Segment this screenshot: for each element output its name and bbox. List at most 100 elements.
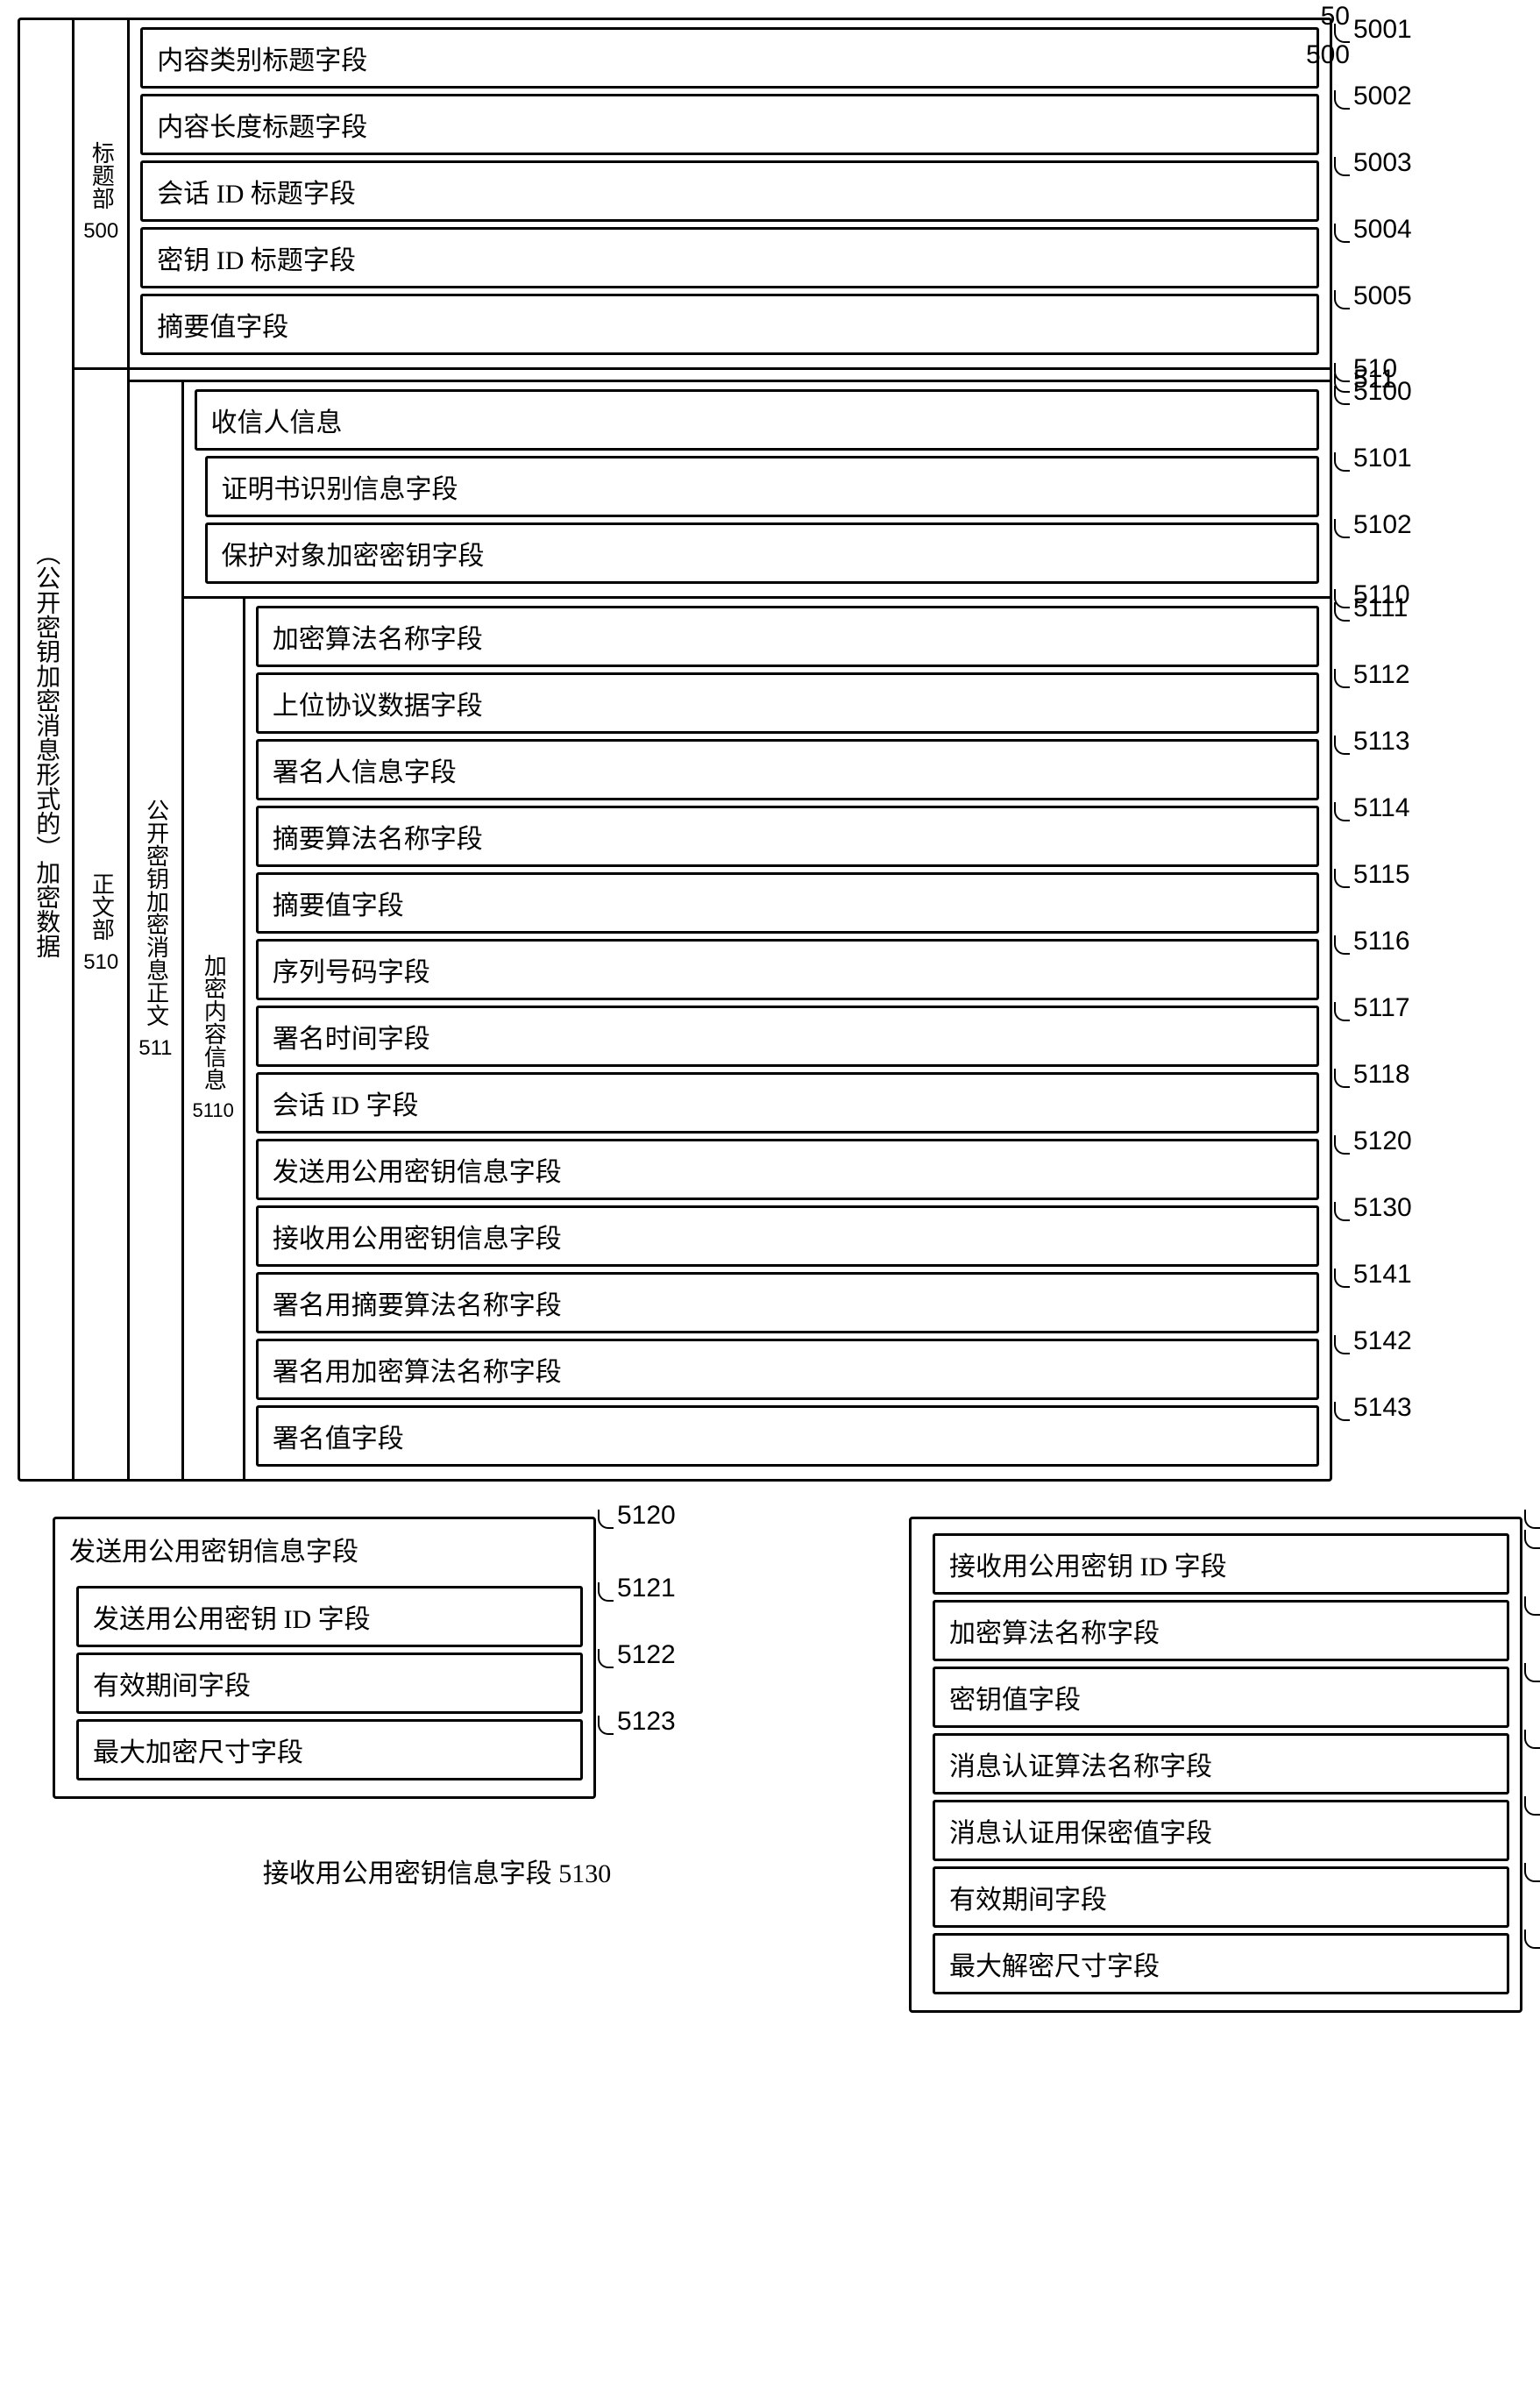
ref-hook-5121 — [598, 1582, 614, 1602]
ref-hook-5131 — [1524, 1530, 1540, 1549]
ref-hook-5100 — [1334, 386, 1350, 405]
ref-label-5130: 5130 — [1353, 1193, 1412, 1223]
detail-5120-title: 发送用公用密钥信息字段 — [55, 1519, 593, 1579]
ref-label-5118: 5118 — [1353, 1060, 1410, 1090]
encrypted-field-7: 会话 ID 字段 — [256, 1072, 1319, 1134]
recipient-field-1: 保护对象加密密钥字段 — [205, 522, 1320, 584]
body-section: 正文部 510 公开密钥加密消息正文 511 收信人信息 证明书识别信息字 — [75, 370, 1330, 1479]
ref-hook-5102 — [1334, 519, 1350, 538]
ref-hook-5143 — [1334, 1402, 1350, 1421]
ref-hook-5137 — [1524, 1930, 1540, 1949]
ref-label-5110: 5110 — [1353, 580, 1410, 610]
header-vert-text: 标题部 — [85, 141, 117, 210]
encrypted-field-8: 发送用公用密钥信息字段 — [256, 1139, 1319, 1200]
ref-label-5120top: 5120 — [617, 1501, 676, 1531]
encrypted-vert-text: 加密内容信息 — [197, 954, 229, 1091]
encrypted-vert-label: 加密内容信息 5110 — [184, 599, 245, 1479]
bottom-row: 发送用公用密钥信息字段 发送用公用密钥 ID 字段有效期间字段最大加密尺寸字段 … — [18, 1517, 1522, 2013]
ref-hook-5141 — [1334, 1269, 1350, 1288]
inner-vert-text: 公开密钥加密消息正文 — [139, 799, 171, 1027]
header-field-4: 摘要值字段 — [140, 294, 1319, 355]
d5120-field-0: 发送用公用密钥 ID 字段 — [76, 1586, 583, 1647]
detail-5130-fields: 接收用公用密钥 ID 字段加密算法名称字段密钥值字段消息认证算法名称字段消息认证… — [912, 1526, 1520, 2010]
d5120-field-1: 有效期间字段 — [76, 1652, 583, 1714]
recipient-title: 收信人信息 — [195, 389, 1320, 451]
ref-label-5121: 5121 — [617, 1574, 676, 1603]
gap-510 — [130, 370, 1330, 382]
header-vert-sub: 500 — [83, 217, 118, 246]
inner-vert-label: 公开密钥加密消息正文 511 — [130, 382, 183, 1479]
detail-5120-box: 发送用公用密钥信息字段 发送用公用密钥 ID 字段有效期间字段最大加密尺寸字段 — [53, 1517, 596, 1799]
ref-hook-5135 — [1524, 1796, 1540, 1816]
header-vert-label: 标题部 500 — [75, 20, 130, 367]
recipient-fields: 证明书识别信息字段保护对象加密密钥字段 — [184, 456, 1331, 596]
body-vert-sub: 510 — [83, 948, 118, 977]
ref-hook-5117 — [1334, 1002, 1350, 1021]
ref-hook-5101 — [1334, 452, 1350, 472]
ref-hook-5134 — [1524, 1730, 1540, 1749]
encrypted-fields: 加密算法名称字段上位协议数据字段署名人信息字段摘要算法名称字段摘要值字段序列号码… — [245, 599, 1330, 1479]
encrypted-field-9: 接收用公用密钥信息字段 — [256, 1205, 1319, 1267]
ref-hook-5122 — [598, 1649, 614, 1668]
encrypted-field-1: 上位协议数据字段 — [256, 672, 1319, 734]
ref-hook-5118 — [1334, 1069, 1350, 1088]
ref-label-5142: 5142 — [1353, 1326, 1412, 1356]
ref-label-5005: 5005 — [1353, 281, 1412, 311]
detail-5130-caption: 接收用公用密钥信息字段 5130 — [18, 1851, 856, 1890]
ref-label-5100: 5100 — [1353, 377, 1412, 407]
encrypted-field-11: 署名用加密算法名称字段 — [256, 1339, 1319, 1400]
ref-label-5003: 5003 — [1353, 148, 1412, 178]
ref-hook-5002 — [1334, 90, 1350, 110]
ref-label-5113: 5113 — [1353, 727, 1410, 757]
ref-label-5001: 5001 — [1353, 15, 1412, 45]
ref-hook-5123 — [598, 1716, 614, 1735]
ref-label-5112: 5112 — [1353, 660, 1410, 690]
ref-label-5120: 5120 — [1353, 1127, 1412, 1156]
ref-hook-5130top — [1524, 1510, 1540, 1529]
ref-hook-5004 — [1334, 224, 1350, 243]
ref-hook-5116 — [1334, 935, 1350, 955]
ref-label-5102: 5102 — [1353, 510, 1412, 540]
encrypted-field-0: 加密算法名称字段 — [256, 606, 1319, 667]
ref-hook-5130 — [1334, 1202, 1350, 1221]
d5130-field-6: 最大解密尺寸字段 — [933, 1933, 1509, 1994]
ref-label-5117: 5117 — [1353, 993, 1410, 1023]
encrypted-field-4: 摘要值字段 — [256, 872, 1319, 934]
body-inner-col: 公开密钥加密消息正文 511 收信人信息 证明书识别信息字段保护对象加密密钥字段… — [130, 370, 1330, 1479]
d5130-field-5: 有效期间字段 — [933, 1866, 1509, 1928]
header-fields: 内容类别标题字段内容长度标题字段会话 ID 标题字段密钥 ID 标题字段摘要值字… — [130, 20, 1330, 367]
ref-hook-5112 — [1334, 669, 1350, 688]
ref-hook-5136 — [1524, 1863, 1540, 1882]
ref-label-5143: 5143 — [1353, 1393, 1412, 1423]
ref-label-5004: 5004 — [1353, 215, 1412, 245]
header-field-1: 内容长度标题字段 — [140, 94, 1319, 155]
d5130-field-2: 密钥值字段 — [933, 1667, 1509, 1728]
encrypted-field-2: 署名人信息字段 — [256, 739, 1319, 800]
ref-hook-5113 — [1334, 736, 1350, 755]
inner-vert-sub: 511 — [138, 1034, 172, 1063]
d5120-field-2: 最大加密尺寸字段 — [76, 1719, 583, 1780]
ref-label-5122: 5122 — [617, 1640, 676, 1670]
ref-label-5116: 5116 — [1353, 927, 1410, 956]
header-field-0: 内容类别标题字段 — [140, 27, 1319, 89]
ref-hook-5142 — [1334, 1335, 1350, 1354]
header-field-2: 会话 ID 标题字段 — [140, 160, 1319, 222]
encrypted-field-6: 署名时间字段 — [256, 1006, 1319, 1067]
root-container: （公开密钥加密消息形式的）加密数据 标题部 500 内容类别标题字段内容长度标题… — [18, 18, 1332, 1482]
d5130-field-4: 消息认证用保密值字段 — [933, 1800, 1509, 1861]
body-vert-label: 正文部 510 — [75, 370, 130, 1479]
encrypted-field-5: 序列号码字段 — [256, 939, 1319, 1000]
ref-label-5123: 5123 — [617, 1707, 676, 1737]
encrypted-field-10: 署名用摘要算法名称字段 — [256, 1272, 1319, 1333]
ref-label-5141: 5141 — [1353, 1260, 1412, 1290]
encrypted-vert-sub: 5110 — [193, 1098, 234, 1125]
ref-hook-5003 — [1334, 157, 1350, 176]
encrypted-field-3: 摘要算法名称字段 — [256, 806, 1319, 867]
ref-hook-5005 — [1334, 290, 1350, 309]
ref-hook-5132 — [1524, 1596, 1540, 1616]
root-vert-label: （公开密钥加密消息形式的）加密数据 — [20, 20, 75, 1479]
header-field-3: 密钥 ID 标题字段 — [140, 227, 1319, 288]
ref-hook-5120top — [598, 1510, 614, 1529]
d5130-field-3: 消息认证算法名称字段 — [933, 1733, 1509, 1795]
ref-label-5114: 5114 — [1353, 793, 1410, 823]
